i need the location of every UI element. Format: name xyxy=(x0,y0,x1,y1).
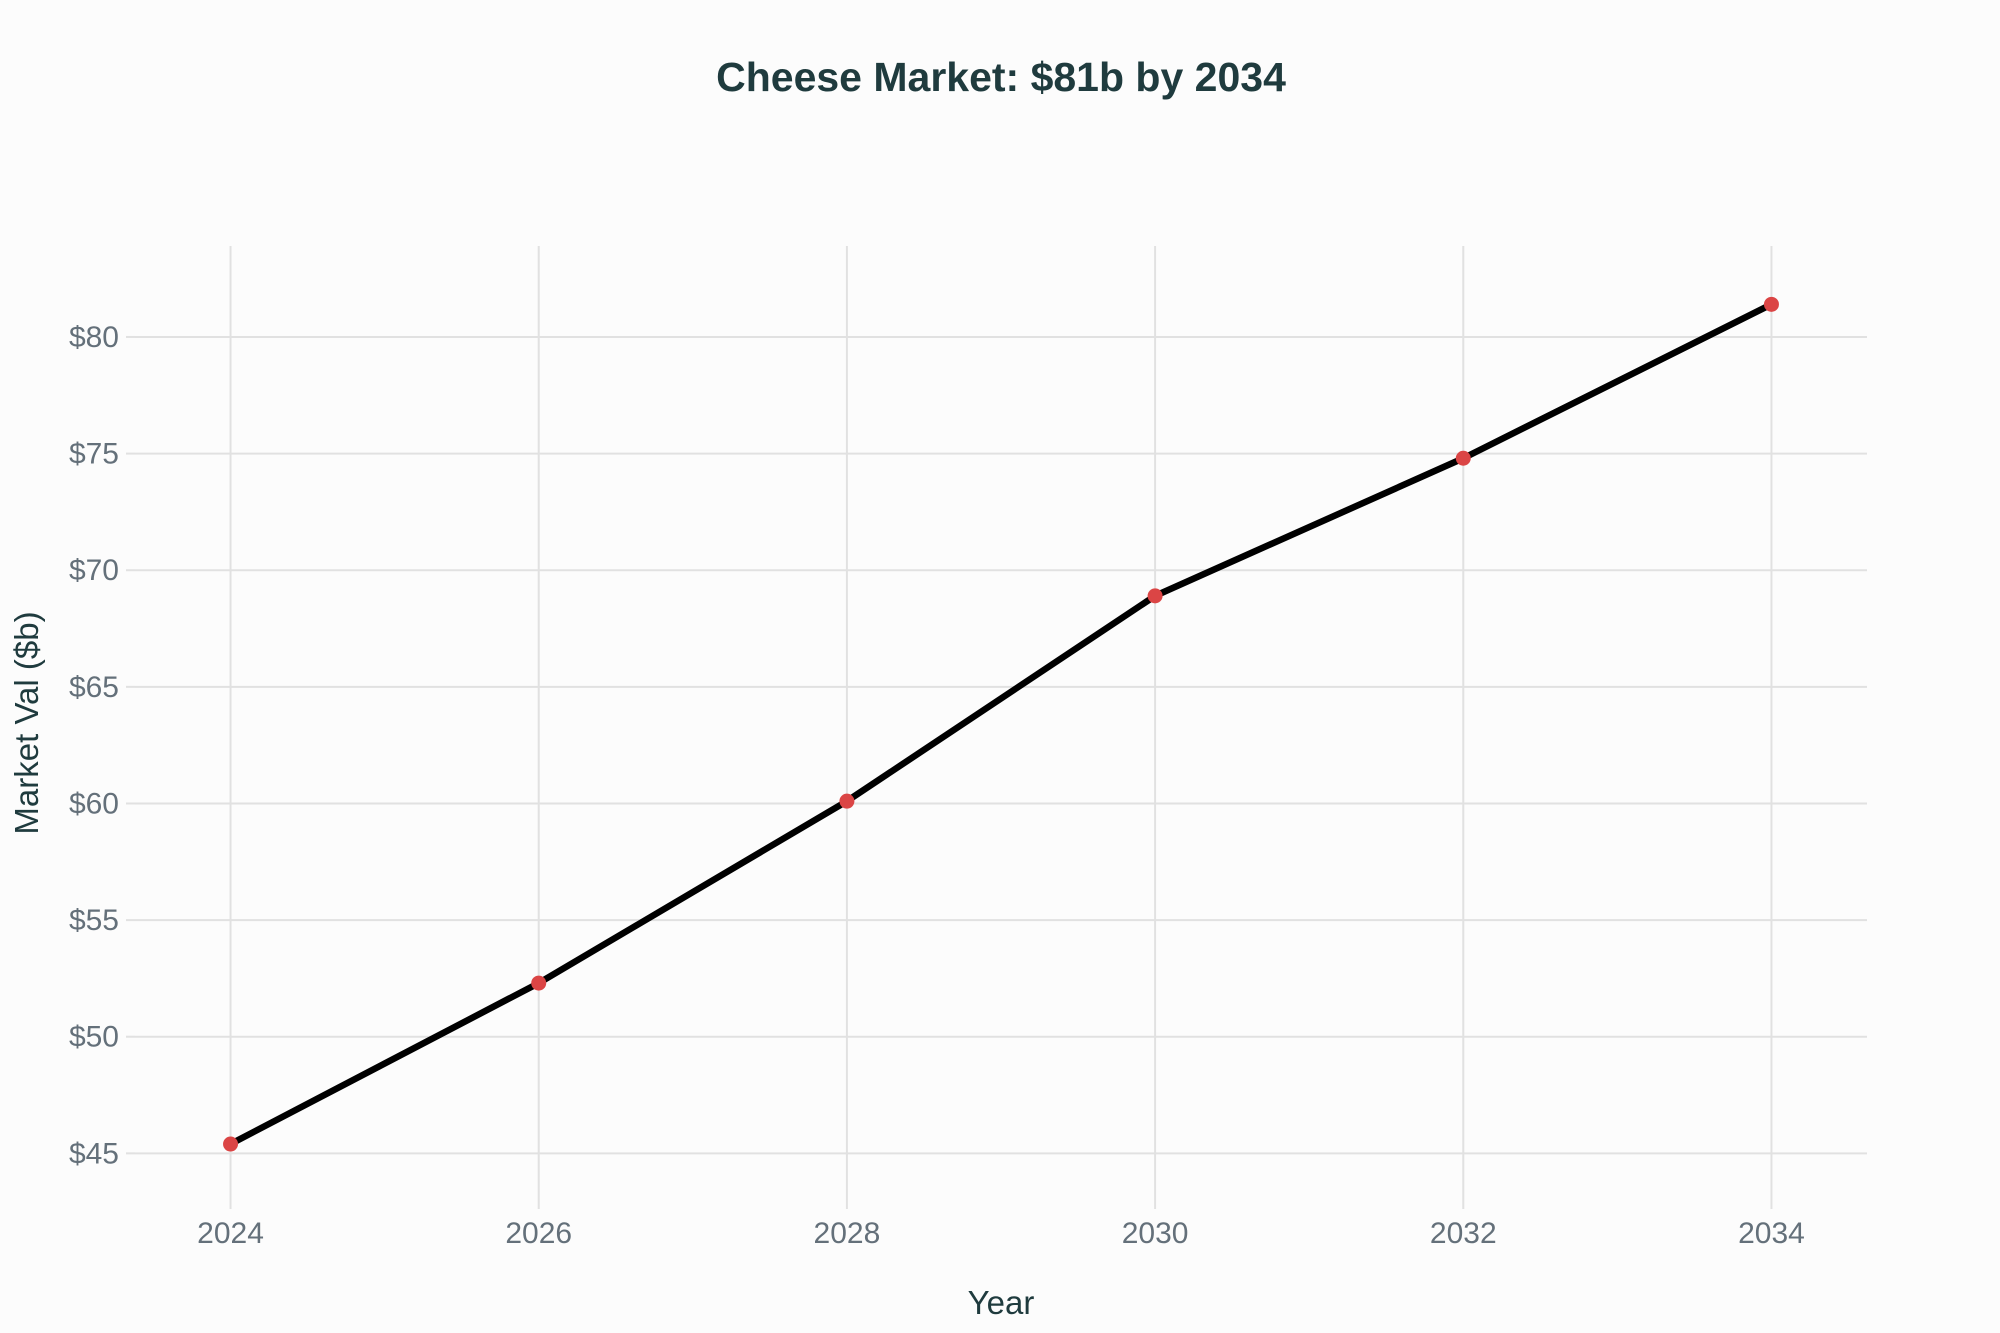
x-tick-label: 2028 xyxy=(814,1217,881,1250)
gridlines xyxy=(135,246,1867,1200)
data-point xyxy=(1455,450,1471,466)
chart-title: Cheese Market: $81b by 2034 xyxy=(716,54,1286,100)
x-tick-label: 2026 xyxy=(505,1217,572,1250)
x-tick-label: 2034 xyxy=(1738,1217,1805,1250)
y-tick-label: $55 xyxy=(69,904,119,937)
data-point xyxy=(223,1136,239,1152)
series-line xyxy=(227,301,1775,1148)
x-tick-label: 2032 xyxy=(1430,1217,1497,1250)
data-point xyxy=(839,793,855,809)
tick-labels: 2024 2026 2028 2030 2032 2034 $45 $50 $55 $60 $65 $… xyxy=(69,321,1805,1250)
y-tick-label: $65 xyxy=(69,671,119,704)
data-points xyxy=(223,296,1779,1152)
data-point xyxy=(531,975,547,991)
x-tick-label: 2030 xyxy=(1122,1217,1189,1250)
y-tick-label: $50 xyxy=(69,1021,119,1054)
axis-ticks xyxy=(126,335,1773,1209)
y-tick-label: $60 xyxy=(69,787,119,820)
y-tick-label: $70 xyxy=(69,554,119,587)
x-tick-label: 2024 xyxy=(197,1217,264,1250)
y-tick-label: $75 xyxy=(69,438,119,471)
data-point xyxy=(1763,296,1779,312)
x-axis-title: Year xyxy=(968,1284,1035,1321)
y-tick-label: $80 xyxy=(69,321,119,354)
data-point xyxy=(1147,588,1163,604)
y-tick-label: $45 xyxy=(69,1137,119,1170)
y-axis-title: Market Val ($b) xyxy=(8,611,45,834)
